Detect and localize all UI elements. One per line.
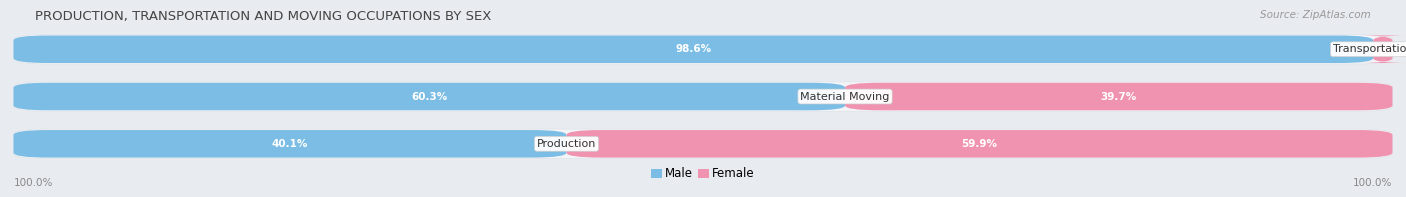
Text: 59.9%: 59.9% <box>962 139 997 149</box>
Text: 40.1%: 40.1% <box>271 139 308 149</box>
Text: Transportation: Transportation <box>1333 44 1406 54</box>
Text: 60.3%: 60.3% <box>411 92 447 101</box>
Text: 98.6%: 98.6% <box>675 44 711 54</box>
Text: Source: ZipAtlas.com: Source: ZipAtlas.com <box>1260 10 1371 20</box>
Text: 100.0%: 100.0% <box>1353 178 1392 188</box>
Text: PRODUCTION, TRANSPORTATION AND MOVING OCCUPATIONS BY SEX: PRODUCTION, TRANSPORTATION AND MOVING OC… <box>35 10 492 23</box>
Text: 1.4%: 1.4% <box>1399 44 1406 54</box>
Text: Production: Production <box>537 139 596 149</box>
Text: 39.7%: 39.7% <box>1101 92 1137 101</box>
Text: 100.0%: 100.0% <box>14 178 53 188</box>
Text: Material Moving: Material Moving <box>800 92 890 101</box>
Legend: Male, Female: Male, Female <box>647 163 759 185</box>
